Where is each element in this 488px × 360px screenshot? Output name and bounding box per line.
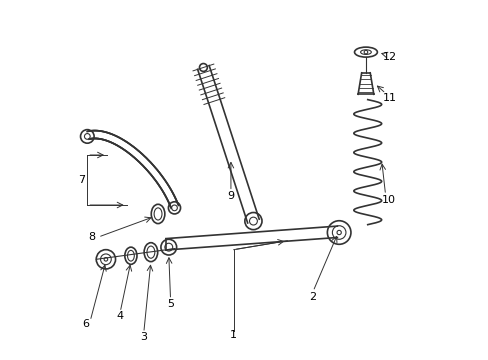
Text: 12: 12 [382,52,396,62]
Text: 8: 8 [88,232,95,242]
Text: 9: 9 [227,191,234,201]
Text: 4: 4 [116,311,123,321]
Text: 11: 11 [382,93,396,103]
Text: 3: 3 [140,332,147,342]
Text: 5: 5 [167,299,174,309]
Text: 6: 6 [82,319,89,329]
Text: 2: 2 [309,292,316,302]
Text: 1: 1 [230,330,237,341]
Text: 7: 7 [78,175,84,185]
Text: 10: 10 [382,195,395,205]
